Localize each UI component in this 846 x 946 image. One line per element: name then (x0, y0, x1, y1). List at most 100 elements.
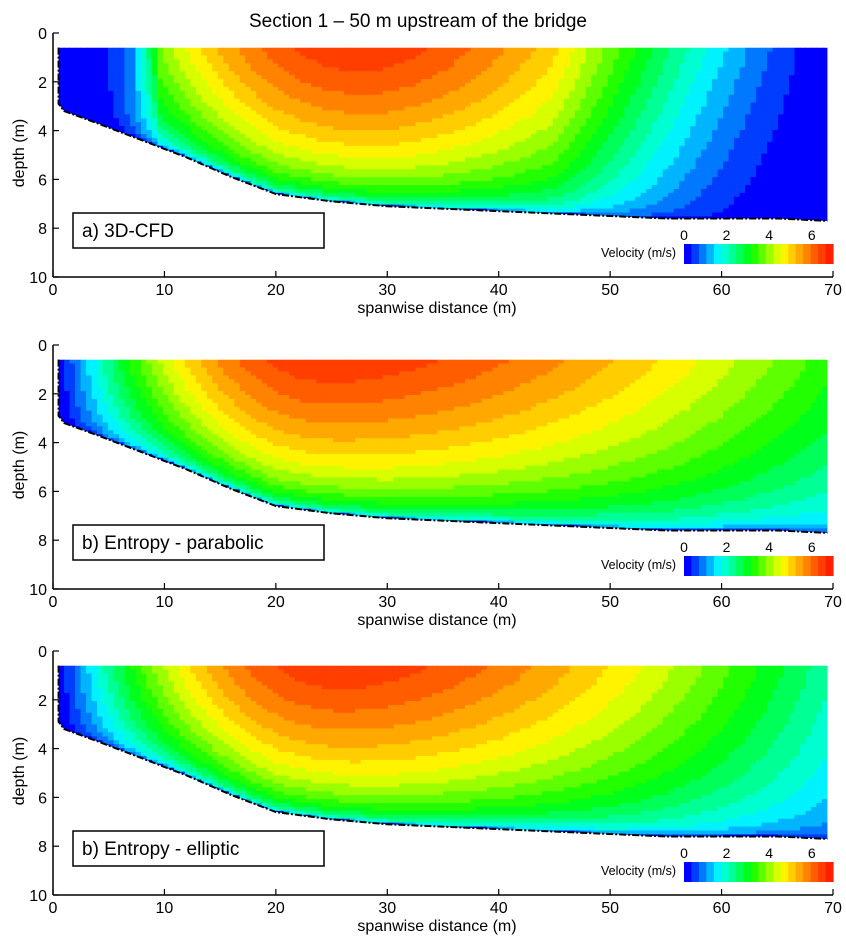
velocity-cell (206, 47, 213, 53)
velocity-cell (272, 169, 279, 174)
velocity-cell (382, 177, 389, 182)
velocity-cell (635, 63, 642, 68)
velocity-cell (530, 196, 537, 202)
velocity-cell (508, 98, 515, 104)
velocity-cell (261, 169, 268, 174)
velocity-cell (91, 63, 98, 68)
velocity-cell (294, 141, 301, 147)
velocity-cell (712, 51, 719, 57)
velocity-cell (80, 75, 87, 80)
velocity-cell (585, 200, 592, 206)
velocity-cell (344, 137, 351, 143)
velocity-cell (97, 67, 104, 72)
velocity-cell (673, 94, 680, 100)
velocity-cell (261, 157, 268, 163)
velocity-cell (377, 51, 384, 57)
velocity-cell (569, 67, 576, 72)
velocity-cell (140, 133, 148, 139)
velocity-cell (344, 169, 351, 174)
velocity-cell (613, 130, 620, 135)
velocity-cell (459, 98, 466, 104)
velocity-cell (327, 122, 334, 127)
velocity-cell (486, 98, 494, 104)
velocity-cell (657, 75, 664, 80)
velocity-cell (140, 90, 148, 96)
velocity-cell (349, 145, 356, 151)
velocity-cell (492, 94, 499, 100)
velocity-cell (349, 122, 356, 127)
velocity-cell (157, 137, 164, 143)
velocity-cell (371, 169, 378, 174)
velocity-cell (108, 122, 115, 127)
velocity-cell (355, 204, 362, 210)
velocity-cell (646, 145, 653, 151)
velocity-cell (668, 82, 675, 88)
velocity-cell (640, 55, 647, 61)
velocity-cell (228, 59, 235, 64)
velocity-cell (706, 192, 713, 198)
velocity-cell (86, 67, 93, 72)
velocity-cell (508, 114, 515, 119)
velocity-cell (448, 102, 455, 108)
velocity-cell (437, 200, 444, 206)
velocity-cell (651, 102, 658, 108)
velocity-cell (580, 102, 587, 108)
velocity-cell (525, 126, 532, 131)
velocity-cell (563, 169, 570, 174)
velocity-cell (569, 118, 576, 123)
velocity-cell (596, 204, 603, 210)
velocity-cell (525, 118, 532, 123)
velocity-cell (734, 82, 741, 88)
velocity-cell (344, 177, 351, 182)
velocity-cell (464, 122, 472, 127)
velocity-cell (723, 51, 730, 57)
velocity-cell (388, 75, 395, 80)
velocity-cell (585, 114, 592, 119)
velocity-cell (745, 82, 752, 88)
velocity-cell (464, 47, 472, 53)
velocity-cell (580, 157, 587, 163)
velocity-cell (536, 157, 543, 163)
velocity-cell (607, 192, 614, 198)
velocity-cell (113, 59, 120, 64)
velocity-cell (767, 118, 774, 123)
velocity-cell (684, 55, 691, 61)
velocity-cell (734, 106, 741, 112)
velocity-cell (481, 114, 488, 119)
velocity-cell (344, 173, 351, 178)
velocity-cell (443, 67, 450, 72)
velocity-cell (300, 55, 307, 61)
velocity-cell (64, 51, 71, 57)
velocity-cell (706, 126, 713, 131)
velocity-cell (234, 137, 241, 143)
velocity-cell (547, 126, 554, 131)
velocity-cell (558, 177, 565, 182)
velocity-cell (629, 118, 636, 123)
velocity-cell (536, 110, 543, 115)
velocity-cell (734, 94, 741, 100)
velocity-cell (283, 122, 290, 127)
velocity-cell (195, 137, 202, 143)
velocity-cell (734, 122, 741, 127)
velocity-cell (569, 98, 576, 104)
velocity-cell (558, 94, 565, 100)
velocity-cell (64, 47, 71, 53)
velocity-cell (591, 169, 598, 174)
velocity-cell (552, 161, 559, 166)
velocity-cell (267, 71, 274, 76)
velocity-cell (508, 106, 515, 112)
velocity-cell (525, 145, 532, 151)
velocity-cell (256, 126, 263, 131)
velocity-cell (497, 185, 505, 190)
velocity-cell (508, 173, 515, 178)
velocity-cell (618, 126, 625, 131)
velocity-cell (530, 122, 537, 127)
velocity-cell (338, 133, 345, 139)
velocity-cell (223, 118, 230, 123)
velocity-cell (113, 106, 120, 112)
velocity-cell (574, 145, 581, 151)
velocity-cell (492, 185, 499, 190)
velocity-cell (635, 169, 642, 174)
velocity-cell (239, 51, 246, 57)
velocity-cell (245, 118, 252, 123)
